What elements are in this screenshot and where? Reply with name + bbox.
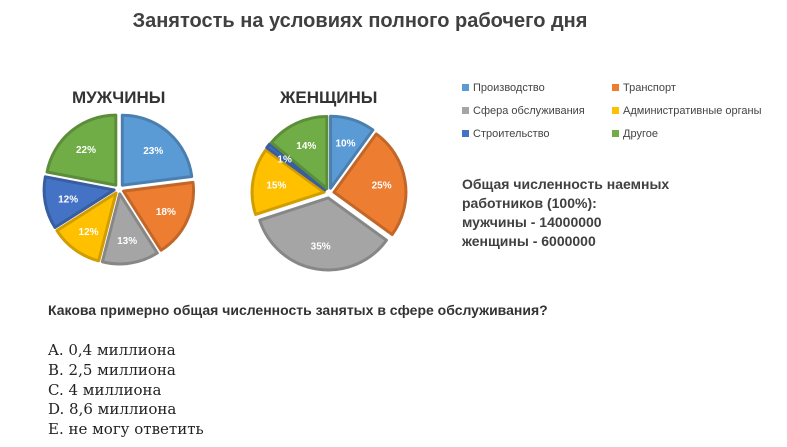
men-slice-3 xyxy=(55,191,118,263)
legend-swatch xyxy=(612,106,619,114)
legend-swatch xyxy=(462,129,469,137)
legend-item-construction: Строительство xyxy=(462,128,550,140)
legend-swatch xyxy=(612,129,619,137)
women-slice-5 xyxy=(269,114,329,190)
workforce-info: Общая численность наемных работников (10… xyxy=(462,175,669,251)
info-line: работников (100%): xyxy=(462,195,597,211)
women-data-label-4: 1% xyxy=(277,155,292,166)
legend-label: Строительство xyxy=(473,128,550,140)
women-data-label-5: 14% xyxy=(296,141,316,152)
option-c[interactable]: C. 4 миллиона xyxy=(48,380,162,399)
women-data-label-2: 35% xyxy=(311,242,331,253)
legend-label: Производство xyxy=(473,82,545,94)
men-slice-4 xyxy=(42,175,116,229)
women-data-label-3: 15% xyxy=(266,181,286,192)
info-men-count: мужчины - 14000000 xyxy=(462,214,602,230)
men-data-label-2: 13% xyxy=(117,236,137,247)
info-women-count: женщины - 6000000 xyxy=(462,233,596,249)
women-pie-title: ЖЕНЩИНЫ xyxy=(280,88,378,107)
legend-item-administration: Административные органы xyxy=(612,105,762,117)
legend-label: Административные органы xyxy=(623,105,762,117)
men-slice-5 xyxy=(45,113,118,187)
option-d[interactable]: D. 8,6 миллиона xyxy=(48,400,177,419)
info-line: Общая численность наемных xyxy=(462,176,670,192)
women-slice-1 xyxy=(332,132,408,237)
legend-item-manufacturing: Производство xyxy=(462,82,545,94)
legend-label: Транспорт xyxy=(623,82,676,94)
men-data-label-4: 12% xyxy=(58,195,78,206)
men-data-label-3: 12% xyxy=(79,227,99,238)
men-slice-1 xyxy=(122,180,195,252)
men-pie-title: МУЖЧИНЫ xyxy=(72,88,166,107)
women-slice-3 xyxy=(250,148,326,216)
question-text: Какова примерно общая численность заняты… xyxy=(48,302,548,318)
men-data-label-5: 22% xyxy=(76,145,96,156)
women-slice-2 xyxy=(258,196,388,272)
chart-title: Занятость на условиях полного рабочего д… xyxy=(132,10,588,32)
answer-options: A. 0,4 миллиона B. 2,5 миллиона C. 4 мил… xyxy=(48,341,204,440)
legend-label: Другое xyxy=(623,128,658,140)
legend-swatch xyxy=(462,106,469,114)
men-data-label-1: 18% xyxy=(156,207,176,218)
option-e[interactable]: E. не могу ответить xyxy=(48,420,204,439)
men-data-label-0: 23% xyxy=(143,146,163,157)
legend-item-services: Сфера обслуживания xyxy=(462,105,585,117)
women-data-label-1: 25% xyxy=(372,181,392,192)
legend-item-transport: Транспорт xyxy=(612,82,676,94)
option-b[interactable]: B. 2,5 миллиона xyxy=(48,360,176,379)
option-a[interactable]: A. 0,4 миллиона xyxy=(48,341,176,359)
men-slice-0 xyxy=(120,113,194,187)
women-slice-4 xyxy=(265,142,327,192)
legend-swatch xyxy=(612,83,619,91)
legend-swatch xyxy=(462,83,469,91)
legend-item-other: Другое xyxy=(612,128,658,140)
women-slice-0 xyxy=(329,114,375,190)
women-data-label-0: 10% xyxy=(335,138,355,149)
legend-label: Сфера обслуживания xyxy=(473,105,585,117)
men-slice-2 xyxy=(100,192,159,266)
